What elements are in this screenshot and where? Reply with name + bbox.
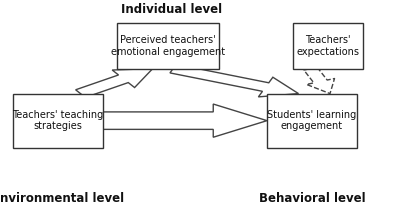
Text: Teachers' teaching
strategies: Teachers' teaching strategies — [12, 110, 104, 131]
Text: Environmental level: Environmental level — [0, 192, 124, 205]
Polygon shape — [76, 69, 153, 97]
Text: Individual level: Individual level — [122, 3, 222, 16]
Text: Behavioral level: Behavioral level — [259, 192, 365, 205]
Bar — [267, 94, 357, 148]
Polygon shape — [170, 64, 298, 97]
Bar — [293, 23, 363, 69]
Bar — [13, 94, 103, 148]
Polygon shape — [304, 67, 334, 94]
Text: Teachers'
expectations: Teachers' expectations — [296, 35, 360, 57]
Polygon shape — [103, 104, 267, 137]
Text: Students' learning
engagement: Students' learning engagement — [267, 110, 357, 131]
Text: Perceived teachers'
emotional engagement: Perceived teachers' emotional engagement — [111, 35, 225, 57]
Bar — [117, 23, 219, 69]
